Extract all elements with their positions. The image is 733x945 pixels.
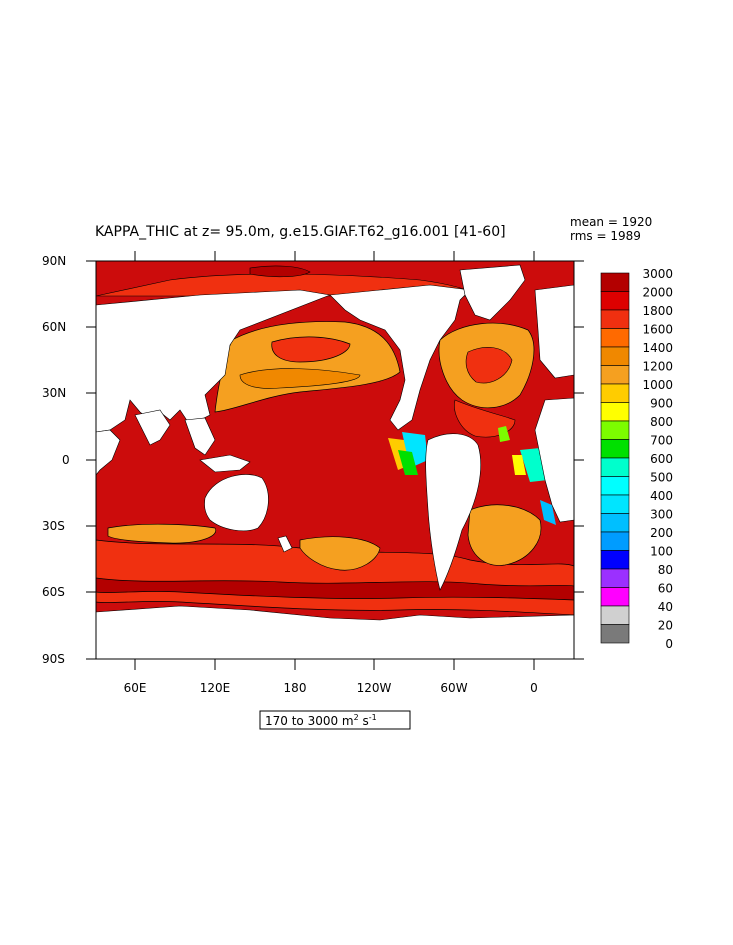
legend-swatch bbox=[600, 457, 630, 477]
land-new-zealand bbox=[277, 535, 293, 553]
legend-label: 200 bbox=[650, 526, 673, 540]
legend-swatch bbox=[600, 291, 630, 311]
legend-label: 2000 bbox=[642, 286, 673, 300]
land-europe bbox=[534, 284, 574, 379]
legend-label: 100 bbox=[650, 545, 673, 559]
legend-swatch bbox=[600, 476, 630, 496]
legend-label: 1000 bbox=[642, 378, 673, 392]
x-tick-120e: 120E bbox=[200, 681, 231, 695]
land-africa bbox=[534, 397, 574, 523]
x-tick-60e: 60E bbox=[124, 681, 147, 695]
x-tick-180: 180 bbox=[284, 681, 307, 695]
legend-label: 3000 bbox=[642, 267, 673, 281]
legend-label: 1600 bbox=[642, 323, 673, 337]
coastal-yellow-africa bbox=[512, 455, 526, 475]
range-unit-tail-sup: -1 bbox=[369, 713, 377, 722]
legend-swatch bbox=[600, 587, 630, 607]
land bbox=[96, 264, 574, 659]
legend-label: 700 bbox=[650, 434, 673, 448]
legend-label: 500 bbox=[650, 471, 673, 485]
legend-label: 800 bbox=[650, 415, 673, 429]
rms-label: rms = 1989 bbox=[570, 229, 641, 243]
legend-swatch bbox=[600, 328, 630, 348]
land-southeast-asia bbox=[184, 417, 216, 456]
y-tick-60n: 60N bbox=[42, 320, 66, 334]
legend-swatch bbox=[600, 605, 630, 625]
y-tick-90s: 90S bbox=[42, 652, 65, 666]
x-tick-120w: 120W bbox=[357, 681, 392, 695]
y-axis bbox=[86, 260, 584, 660]
north-pacific-inner bbox=[239, 368, 361, 389]
land-greenland bbox=[459, 264, 526, 321]
color-legend: 3000200018001600140012001000900800700600… bbox=[600, 267, 673, 651]
legend-label: 0 bbox=[665, 637, 673, 651]
range-text: 170 to 3000 m bbox=[265, 714, 354, 728]
land-indonesia bbox=[199, 454, 251, 473]
map-area: 90N 60N 30N 0 30S 60S 90S 60E 120E 180 1… bbox=[42, 251, 584, 695]
y-tick-0: 0 bbox=[62, 453, 70, 467]
range-box: 170 to 3000 m2 s-1 bbox=[259, 710, 411, 730]
legend-swatch bbox=[600, 383, 630, 403]
pacific-south-orange bbox=[299, 536, 381, 571]
coastal-green-mediterranean bbox=[498, 426, 510, 442]
y-tick-30n: 30N bbox=[42, 386, 66, 400]
legend-swatch bbox=[600, 439, 630, 459]
x-axis bbox=[134, 251, 535, 670]
legend-swatch bbox=[600, 550, 630, 570]
land-antarctica bbox=[96, 605, 574, 659]
x-tick-60w: 60W bbox=[440, 681, 467, 695]
legend-label: 20 bbox=[658, 619, 673, 633]
legend-label: 900 bbox=[650, 397, 673, 411]
legend-swatch bbox=[600, 402, 630, 422]
legend-label: 80 bbox=[658, 563, 673, 577]
legend-label: 400 bbox=[650, 489, 673, 503]
legend-swatch bbox=[600, 513, 630, 533]
legend-swatch bbox=[600, 272, 630, 292]
y-tick-60s: 60S bbox=[42, 585, 65, 599]
indian-band-orange bbox=[107, 523, 217, 544]
y-tick-90n: 90N bbox=[42, 254, 66, 268]
coastal-green-peru bbox=[398, 450, 418, 475]
legend-label: 600 bbox=[650, 452, 673, 466]
legend-label: 1200 bbox=[642, 360, 673, 374]
legend-swatch bbox=[600, 494, 630, 514]
legend-label: 1400 bbox=[642, 341, 673, 355]
x-tick-0: 0 bbox=[530, 681, 538, 695]
coastal-cyan-namibia bbox=[540, 500, 556, 525]
land-africa-east bbox=[96, 429, 121, 476]
legend-swatch bbox=[600, 568, 630, 588]
land-australia bbox=[204, 474, 269, 532]
arctic-deep bbox=[249, 265, 311, 278]
range-unit-sup: 2 bbox=[354, 713, 359, 722]
range-unit-tail: s bbox=[359, 714, 369, 728]
legend-swatch bbox=[600, 309, 630, 329]
land-india bbox=[134, 409, 171, 446]
legend-label: 40 bbox=[658, 600, 673, 614]
atlantic-south-orange bbox=[467, 504, 542, 566]
legend-label: 60 bbox=[658, 582, 673, 596]
mean-label: mean = 1920 bbox=[570, 215, 652, 229]
svg-text:170 to 3000 m2 s-1: 170 to 3000 m2 s-1 bbox=[265, 713, 377, 728]
plot-title: KAPPA_THIC at z= 95.0m, g.e15.GIAF.T62_g… bbox=[95, 224, 506, 240]
legend-swatch bbox=[600, 346, 630, 366]
legend-swatch bbox=[600, 531, 630, 551]
land-south-america bbox=[425, 433, 481, 591]
y-tick-30s: 30S bbox=[42, 519, 65, 533]
north-atlantic-inner bbox=[465, 347, 513, 384]
legend-label: 300 bbox=[650, 508, 673, 522]
legend-swatch bbox=[600, 420, 630, 440]
north-pacific-orange-red bbox=[271, 336, 351, 363]
southern-band-deep bbox=[96, 577, 574, 601]
legend-swatch bbox=[600, 624, 630, 644]
legend-label: 1800 bbox=[642, 304, 673, 318]
north-pacific-orange bbox=[214, 321, 401, 413]
legend-swatch bbox=[600, 365, 630, 385]
